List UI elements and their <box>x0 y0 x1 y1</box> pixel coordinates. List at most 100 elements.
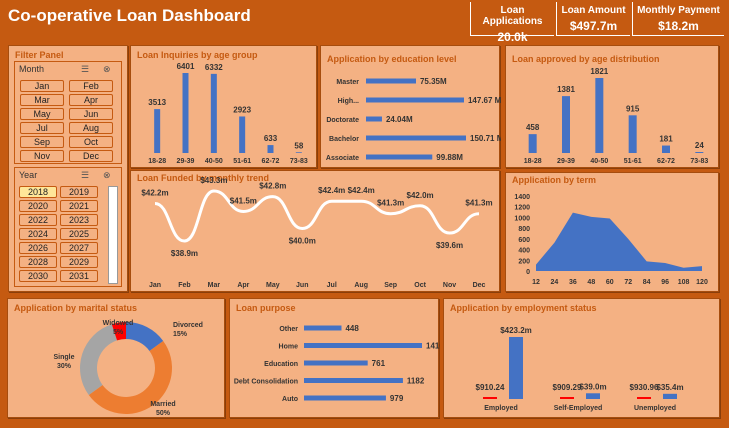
tick-label: Sep <box>384 282 397 289</box>
kpi-loan-amount: Loan Amount $497.7m <box>556 2 630 36</box>
month-button-nov[interactable]: Nov <box>20 150 64 162</box>
data-label: $41.3m <box>377 199 404 208</box>
month-button-feb[interactable]: Feb <box>69 80 113 92</box>
tick-label: Unemployed <box>634 405 676 412</box>
chart-title: Application by marital status <box>14 303 138 313</box>
bar <box>304 360 368 366</box>
slice-value-label: 30% <box>57 363 72 370</box>
clear-filter-icon[interactable]: ⊗ <box>103 64 111 74</box>
tick-label: 18-28 <box>148 158 166 165</box>
month-button-apr[interactable]: Apr <box>69 94 113 106</box>
pie-slice <box>88 340 173 414</box>
year-button-2025[interactable]: 2025 <box>60 228 98 240</box>
year-button-2023[interactable]: 2023 <box>60 214 98 226</box>
bar <box>366 97 464 103</box>
y-tick-label: 0 <box>526 269 530 276</box>
clear-filter-icon[interactable]: ⊗ <box>103 170 111 180</box>
y-tick-label: 800 <box>518 226 530 233</box>
education-panel: Application by education level Master 75.… <box>320 45 501 168</box>
tick-label: 73-83 <box>290 158 308 165</box>
tick-label: 62-72 <box>262 158 280 165</box>
bar <box>366 154 433 160</box>
term-chart: 0 200 400 600 800 1000 1200 1400 12 24 36 48 60 72 84 9… <box>514 194 708 286</box>
tick-label: May <box>266 282 280 289</box>
y-tick-label: 1200 <box>514 205 530 212</box>
chart-title: Loan Funded by monthly trend <box>137 173 269 183</box>
year-button-2024[interactable]: 2024 <box>19 228 57 240</box>
data-label: 761 <box>372 359 386 368</box>
multi-select-icon[interactable]: ☰ <box>81 170 90 180</box>
kpi-label: Monthly Payment <box>637 5 720 16</box>
tick-label: 29-39 <box>557 158 575 165</box>
category-label: Debt Consolidation <box>234 379 298 386</box>
bar <box>509 337 523 399</box>
year-button-2019[interactable]: 2019 <box>60 186 98 198</box>
y-tick-label: 200 <box>518 258 530 265</box>
slice-name-label: Divorced <box>173 322 203 329</box>
month-button-dec[interactable]: Dec <box>69 150 113 162</box>
data-label: $930.96 <box>630 383 659 392</box>
data-label: $39.6m <box>436 241 463 250</box>
chart-title: Loan approved by age distribution <box>512 54 660 64</box>
year-button-2021[interactable]: 2021 <box>60 200 98 212</box>
bar <box>239 116 246 153</box>
tick-label: Mar <box>208 282 221 289</box>
approved-age-chart: 458 18-28 1381 29-39 1821 40-50 915 51-61 181 62-… <box>524 67 709 165</box>
month-button-jul[interactable]: Jul <box>20 122 64 134</box>
tick-label: 18-28 <box>524 158 542 165</box>
month-slicer-header: Month <box>19 64 45 74</box>
chart-title: Application by term <box>512 175 597 185</box>
data-label: 1410 <box>426 342 440 351</box>
data-label: 147.67 M <box>468 96 501 105</box>
year-button-2027[interactable]: 2027 <box>60 242 98 254</box>
bar <box>663 393 677 399</box>
bar <box>304 378 403 383</box>
term-panel: Application by term 0 200 400 600 800 1000 120… <box>505 172 719 292</box>
year-button-2022[interactable]: 2022 <box>19 214 57 226</box>
year-button-2031[interactable]: 2031 <box>60 270 98 282</box>
tick-label: 51-61 <box>233 158 251 165</box>
tick-label: 40-50 <box>590 158 608 165</box>
month-button-aug[interactable]: Aug <box>69 122 113 134</box>
category-label: Other <box>279 326 298 333</box>
bar <box>366 116 382 122</box>
slice-name-label: Single <box>53 354 74 361</box>
tick-label: 40-50 <box>205 158 223 165</box>
age-inquiries-chart: 3513 18-28 6401 29-39 6332 40-50 2923 51-61 633 6… <box>148 62 308 165</box>
year-button-2026[interactable]: 2026 <box>19 242 57 254</box>
filter-panel-title: Filter Panel <box>15 50 64 60</box>
data-label: 448 <box>345 324 359 333</box>
multi-select-icon[interactable]: ☰ <box>81 64 90 74</box>
month-button-jan[interactable]: Jan <box>20 80 64 92</box>
kpi-label: Loan Applications <box>482 5 543 27</box>
bar <box>560 397 574 399</box>
y-tick-label: 400 <box>518 248 530 255</box>
year-button-2028[interactable]: 2028 <box>19 256 57 268</box>
bar <box>154 109 161 153</box>
month-button-jun[interactable]: Jun <box>69 108 113 120</box>
chart-title: Application by education level <box>327 54 457 64</box>
month-button-mar[interactable]: Mar <box>20 94 64 106</box>
tick-label: Apr <box>237 282 249 289</box>
year-button-2030[interactable]: 2030 <box>19 270 57 282</box>
year-button-2018[interactable]: 2018 <box>19 186 57 198</box>
bar <box>304 325 342 331</box>
month-button-may[interactable]: May <box>20 108 64 120</box>
slice-name-label: Married <box>150 401 175 408</box>
bar <box>304 343 422 348</box>
month-button-oct[interactable]: Oct <box>69 136 113 148</box>
data-label: 458 <box>526 123 540 132</box>
year-scrollbar[interactable] <box>108 186 118 284</box>
bar <box>366 78 416 84</box>
tick-label: Feb <box>178 282 190 289</box>
data-label: $42.0m <box>407 191 434 200</box>
year-slicer-header: Year <box>19 170 38 180</box>
data-label: 75.35M <box>420 77 447 86</box>
year-button-2020[interactable]: 2020 <box>19 200 57 212</box>
tick-label: 29-39 <box>177 158 195 165</box>
bar <box>562 96 570 153</box>
month-button-sep[interactable]: Sep <box>20 136 64 148</box>
pie-slice <box>80 324 118 396</box>
area-series <box>536 212 702 271</box>
year-button-2029[interactable]: 2029 <box>60 256 98 268</box>
